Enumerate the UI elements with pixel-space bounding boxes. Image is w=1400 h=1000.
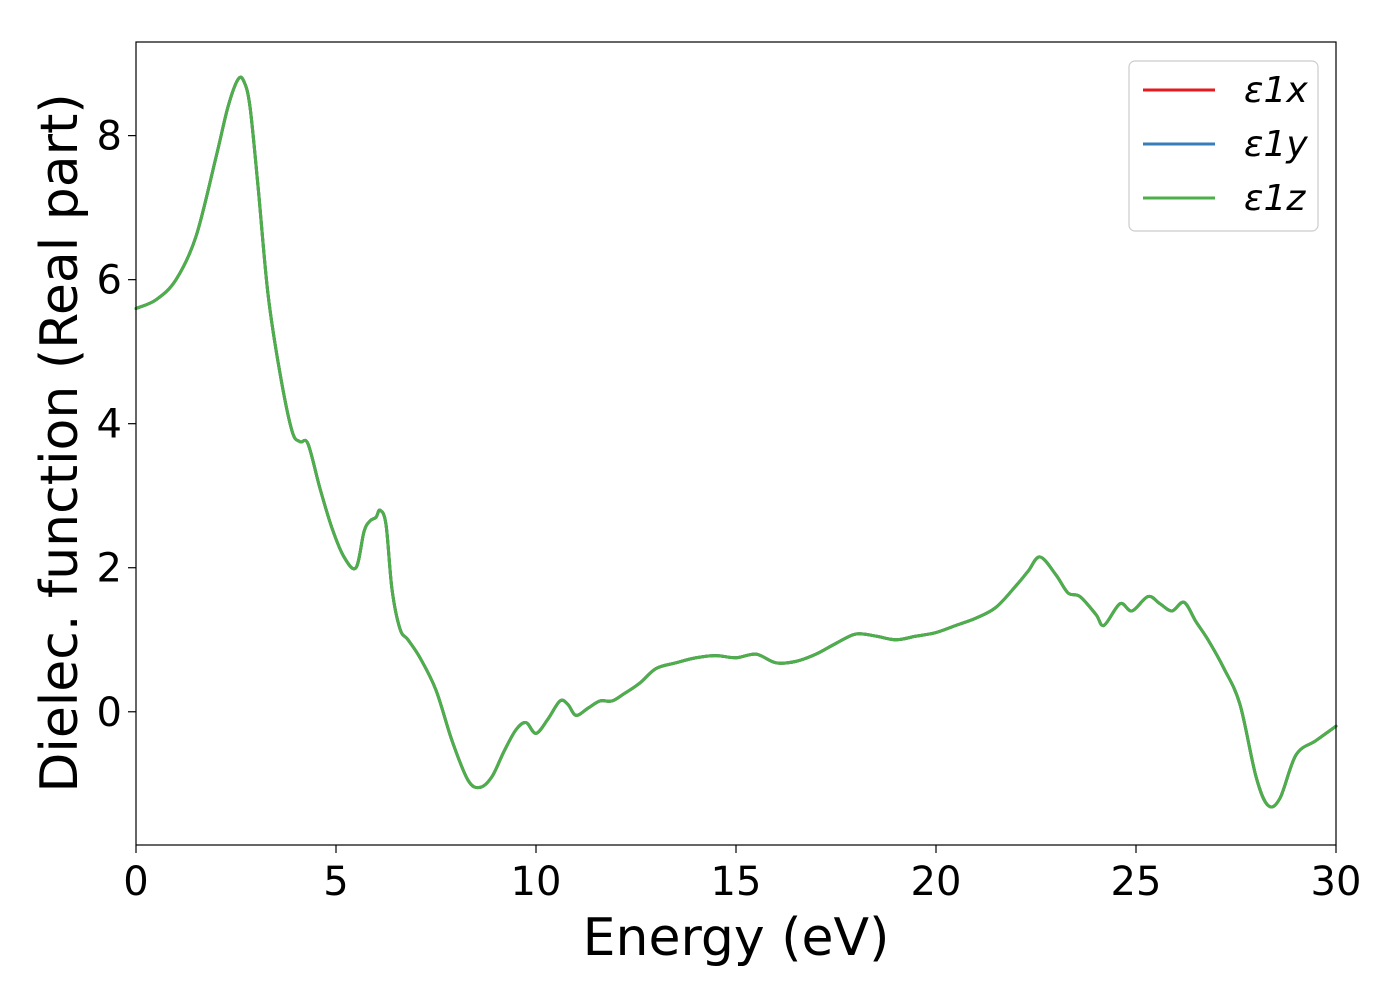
- x-tick-label: 20: [911, 859, 962, 905]
- x-tick-label: 0: [123, 859, 148, 905]
- legend-label: ε1y: [1244, 124, 1308, 165]
- x-tick-label: 10: [511, 859, 562, 905]
- y-tick-label: 2: [97, 546, 122, 592]
- y-tick-label: 0: [97, 690, 122, 736]
- x-tick-label: 15: [711, 859, 762, 905]
- legend: ε1x ε1y ε1z: [1128, 60, 1319, 232]
- y-axis-ticks: 0 2 4 6 8: [97, 114, 136, 736]
- y-tick-label: 6: [97, 258, 122, 304]
- x-tick-label: 25: [1111, 859, 1162, 905]
- x-axis-ticks: 0 5 10 15 20 25 30: [123, 845, 1361, 905]
- x-tick-label: 30: [1311, 859, 1362, 905]
- y-axis-label: Dielec. function (Real part): [30, 93, 90, 792]
- y-tick-label: 8: [97, 114, 122, 160]
- series-layer: [134, 75, 1338, 809]
- legend-label: ε1z: [1244, 178, 1306, 219]
- series-line-3: [134, 75, 1338, 809]
- x-tick-label: 5: [323, 859, 348, 905]
- legend-box: [1128, 60, 1319, 232]
- y-tick-label: 4: [97, 402, 122, 448]
- x-axis-label: Energy (eV): [583, 908, 890, 968]
- legend-label: ε1x: [1244, 70, 1308, 111]
